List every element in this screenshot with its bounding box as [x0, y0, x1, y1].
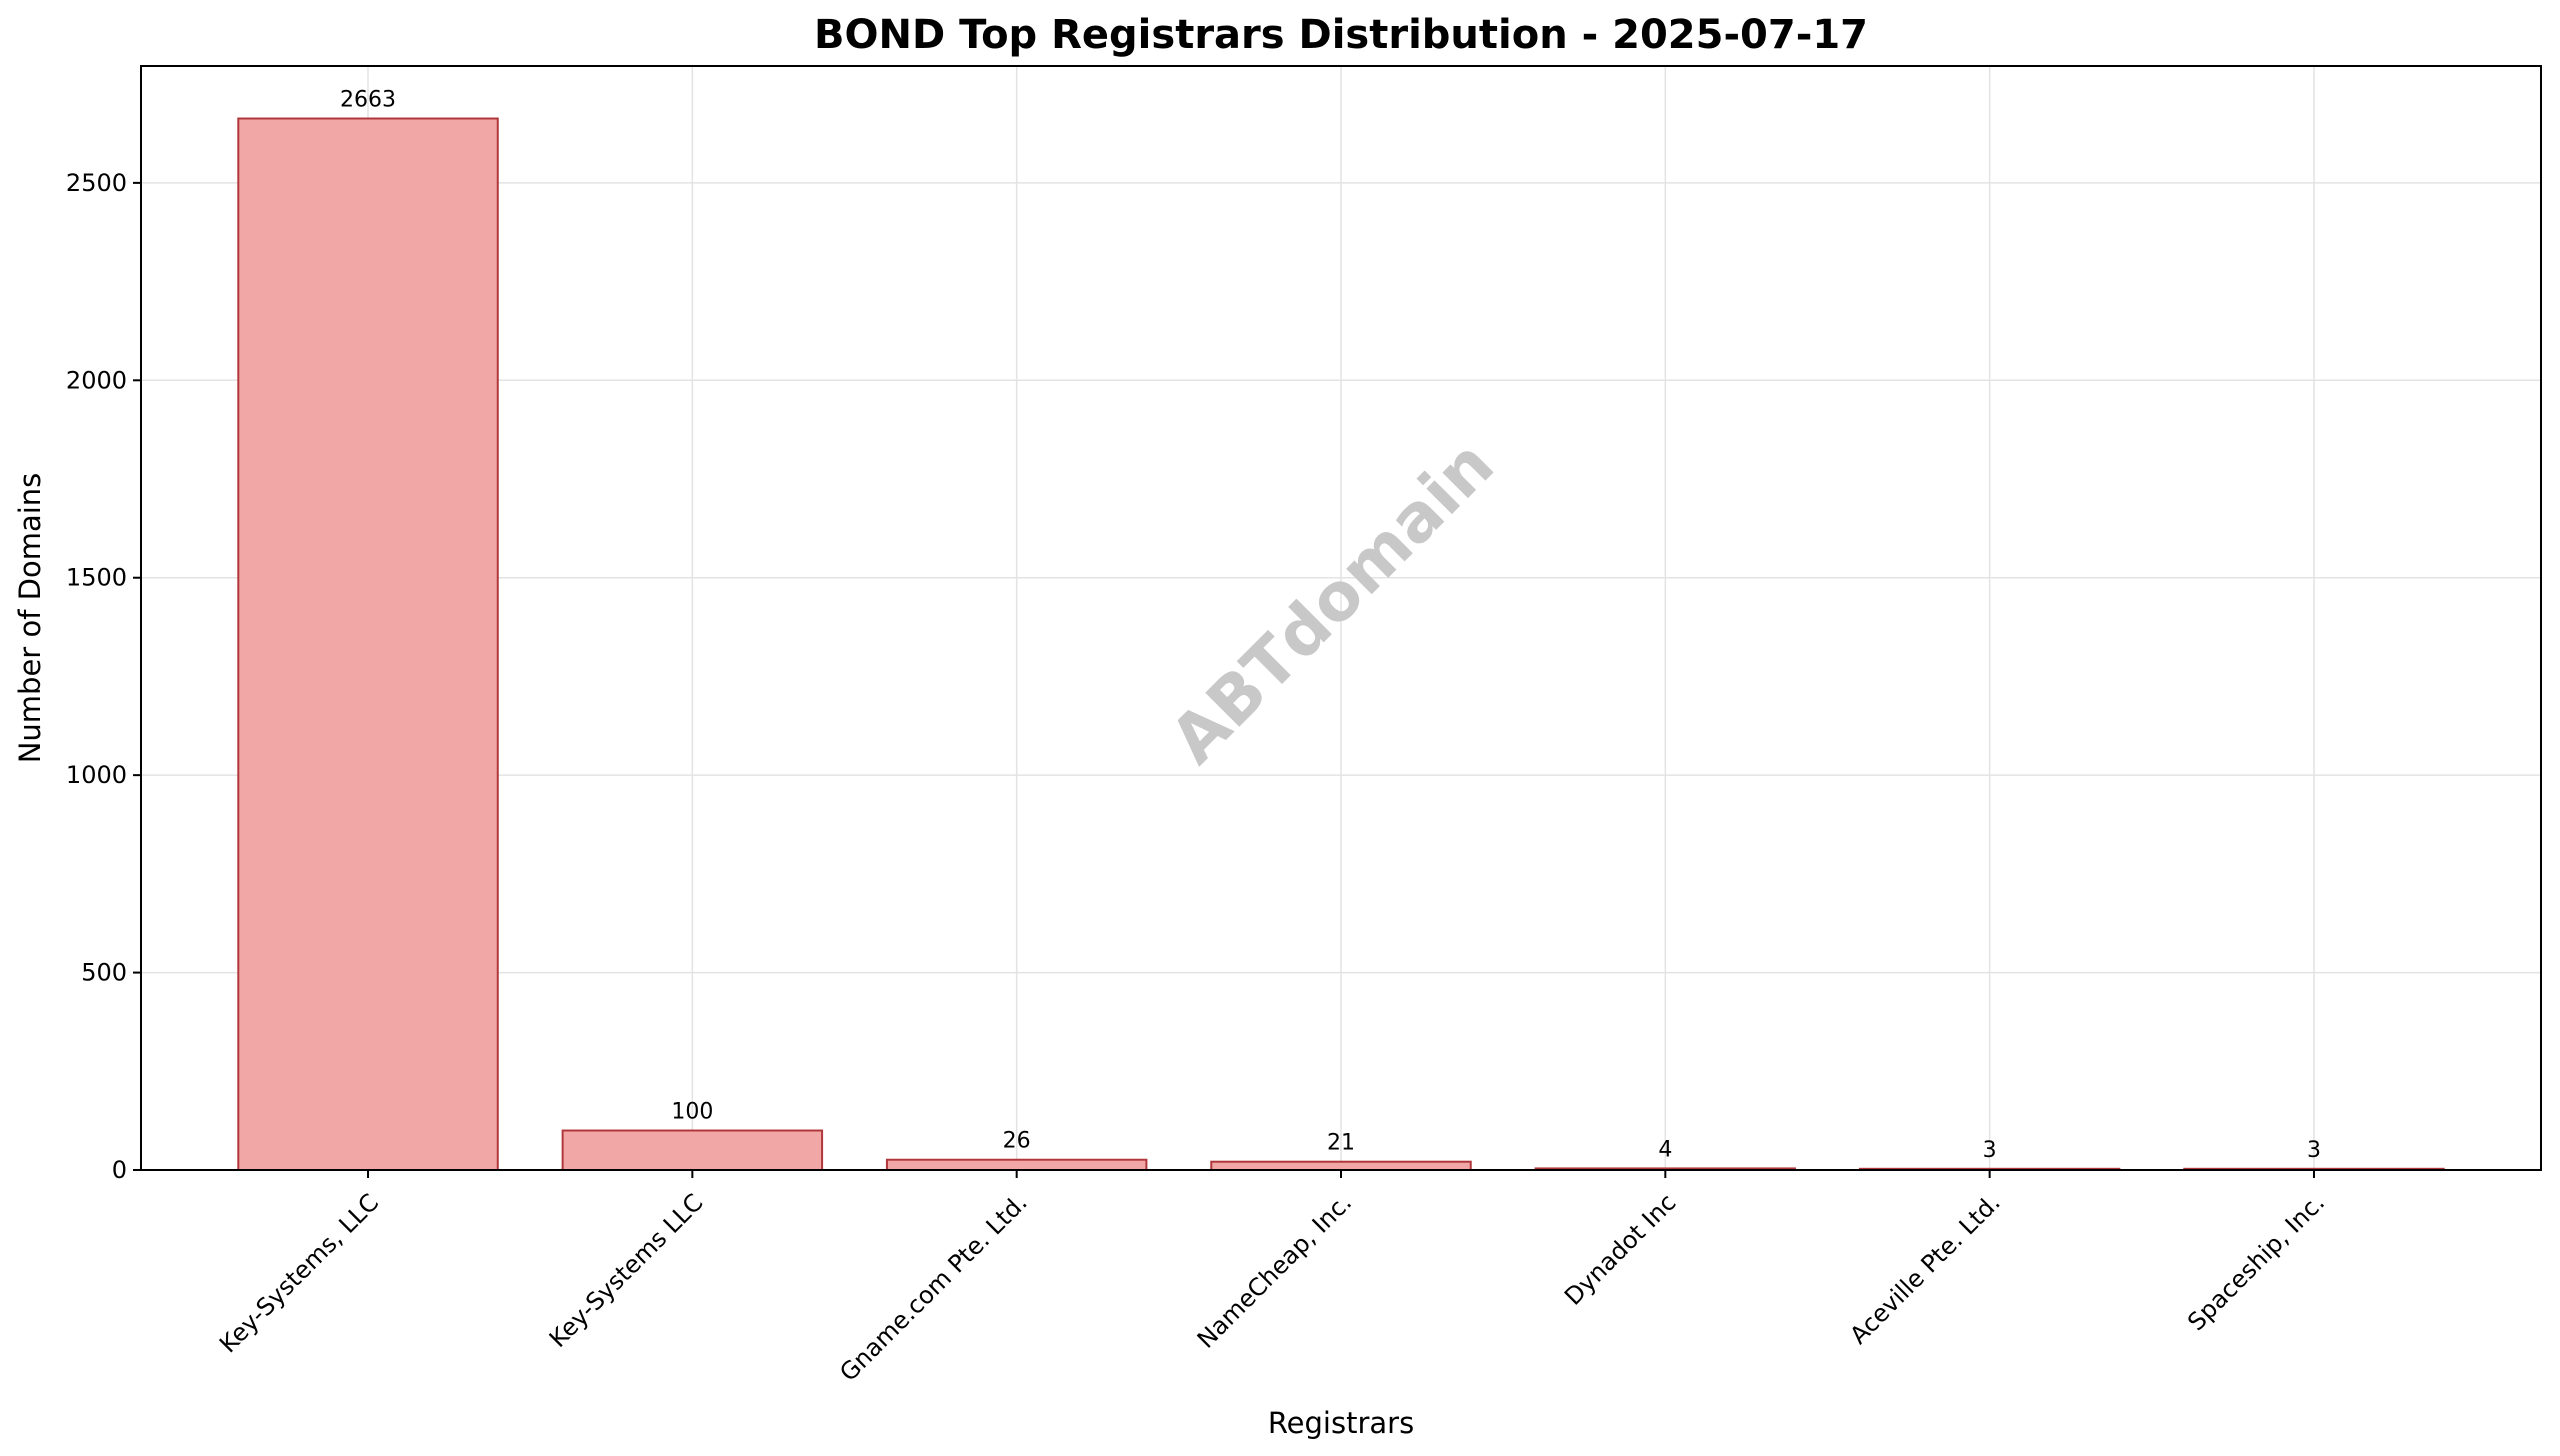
- x-tick-label: NameCheap, Inc.: [1192, 1188, 1357, 1353]
- bar-value-label: 100: [671, 1100, 713, 1125]
- watermark-text: ABTdomain: [1156, 426, 1509, 779]
- x-tick-label: Aceville Pte. Ltd.: [1844, 1188, 2005, 1349]
- y-tick-label: 1500: [66, 564, 127, 592]
- y-tick-label: 2500: [66, 169, 127, 197]
- x-tick-label: Spaceship, Inc.: [2182, 1188, 2330, 1336]
- bar-value-label: 3: [2307, 1138, 2321, 1163]
- x-axis: Key-Systems, LLC Key-Systems LLC Gname.com…: [214, 1170, 2330, 1387]
- y-axis-title: Number of Domains: [13, 473, 47, 764]
- bar-value-label: 21: [1327, 1131, 1355, 1156]
- x-tick-label: Dynadot Inc: [1559, 1188, 1681, 1310]
- bar-value-label: 4: [1658, 1137, 1672, 1162]
- y-tick-label: 2000: [66, 366, 127, 394]
- x-tick-label: Key-Systems, LLC: [214, 1188, 384, 1358]
- y-axis: 0 500 1000 1500 2000 2500: [66, 169, 141, 1184]
- bar: [1210, 1160, 1472, 1171]
- y-tick-label: 500: [81, 959, 127, 987]
- x-tick-label: Key-Systems LLC: [544, 1188, 709, 1353]
- grid-lines: [141, 66, 2541, 1171]
- bar: [885, 1158, 1148, 1171]
- x-tick-label: Gname.com Pte. Ltd.: [834, 1188, 1033, 1387]
- y-tick-label: 1000: [66, 761, 127, 789]
- bar-value-label: 2663: [340, 88, 396, 113]
- bar: [237, 117, 499, 1172]
- bars: 2663 100 26 21 4 3 3: [237, 88, 2445, 1172]
- y-tick-label: 0: [112, 1156, 127, 1184]
- bar-value-label: 26: [1003, 1129, 1031, 1154]
- bar: [561, 1129, 824, 1171]
- bar-value-label: 3: [1983, 1138, 1997, 1163]
- x-axis-title: Registrars: [1268, 1406, 1414, 1440]
- chart-title: BOND Top Registrars Distribution - 2025-…: [814, 12, 1868, 58]
